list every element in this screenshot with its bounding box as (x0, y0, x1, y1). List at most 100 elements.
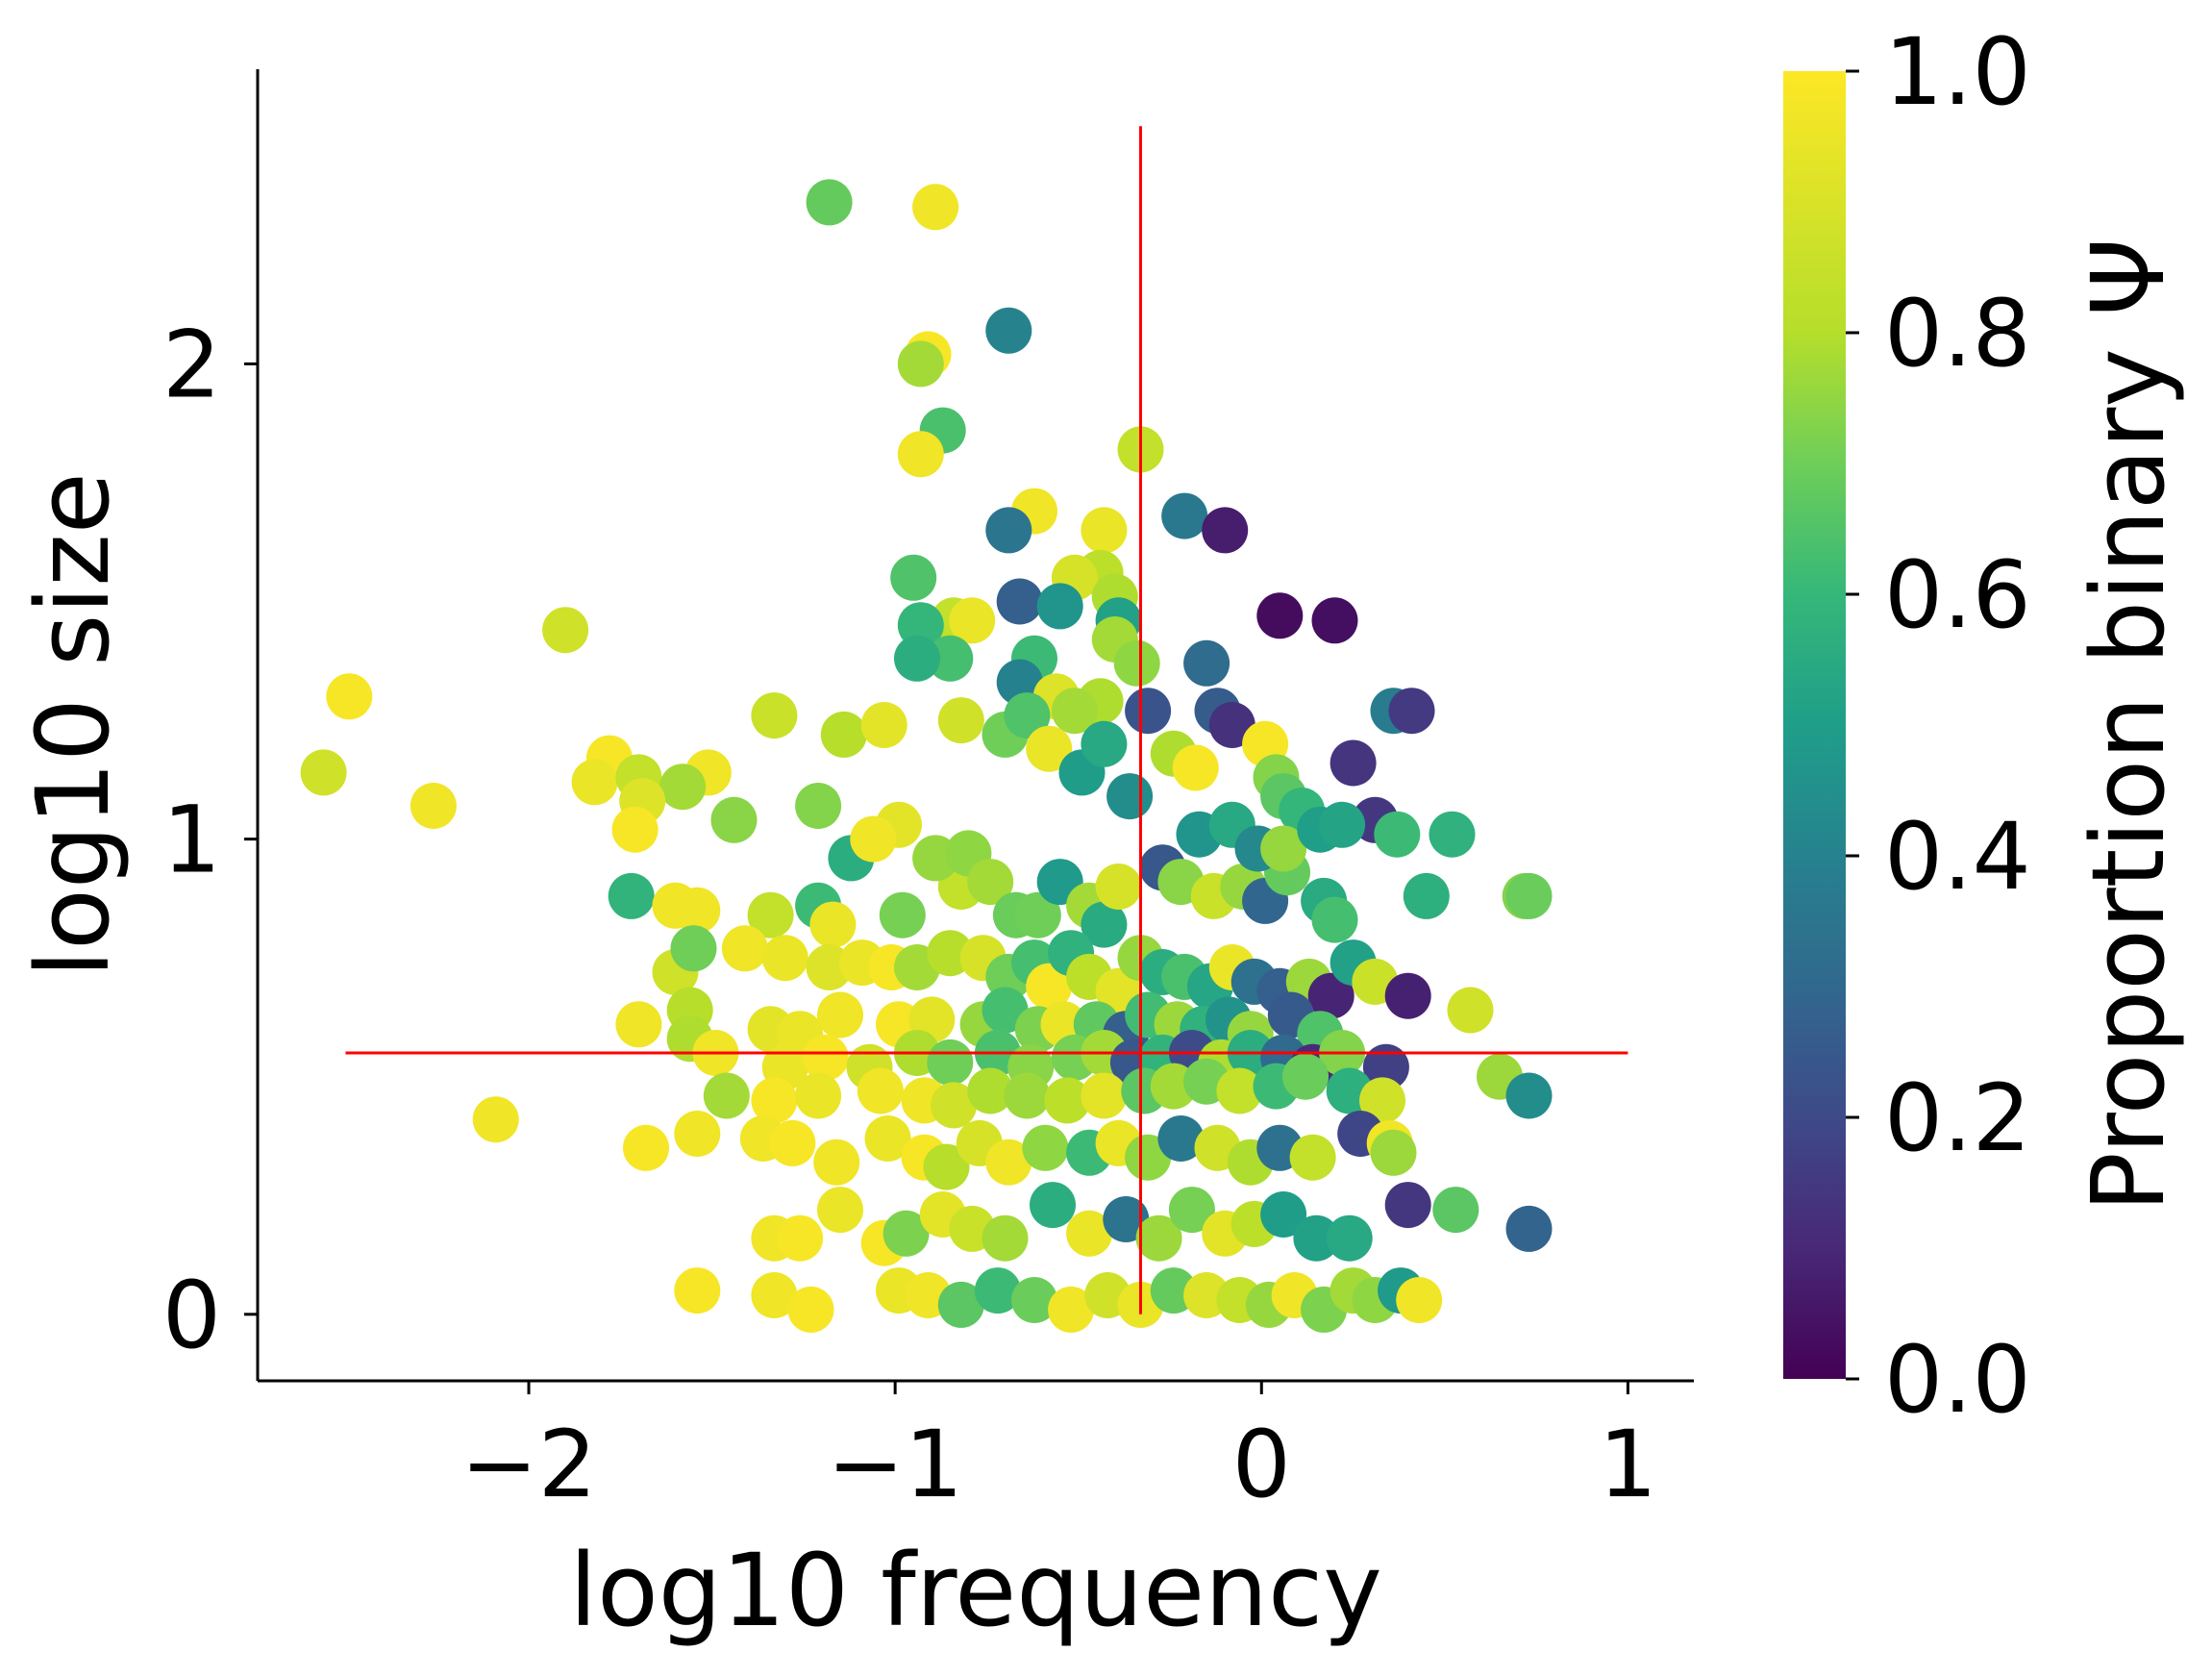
data-point (820, 711, 867, 758)
data-point (879, 891, 926, 939)
data-point (1051, 688, 1098, 735)
data-point (937, 697, 984, 744)
points-layer (300, 179, 1553, 1333)
data-point (857, 1067, 904, 1114)
data-point (949, 597, 996, 644)
data-point (751, 692, 798, 739)
data-point (1359, 1077, 1405, 1124)
data-point (897, 602, 944, 649)
axes: −2 −1 0 1 0 1 2 log10 frequency log10 size (14, 69, 1694, 1649)
data-point (769, 1119, 816, 1166)
data-point (1081, 507, 1128, 554)
data-point (897, 431, 944, 478)
data-point (611, 806, 659, 853)
data-point (1081, 901, 1128, 948)
data-point (1362, 1043, 1409, 1090)
data-point (1403, 872, 1450, 919)
data-point (927, 1039, 974, 1086)
data-point (1311, 896, 1358, 943)
colorbar-label: Proportion binary Ψ (2070, 238, 2187, 1212)
data-point (1260, 825, 1307, 872)
data-point (1183, 639, 1230, 687)
data-point (1319, 801, 1366, 848)
data-point (1202, 507, 1249, 554)
data-point (817, 1187, 863, 1234)
data-point (1125, 688, 1172, 735)
data-point (410, 783, 457, 829)
colorbar-tick-label: 0.8 (1884, 280, 2031, 388)
data-point (882, 1210, 930, 1257)
data-point (1081, 720, 1128, 767)
data-point (1066, 1210, 1113, 1257)
data-point (674, 1267, 721, 1314)
data-point (1048, 1286, 1095, 1333)
data-point (1004, 1072, 1051, 1119)
data-point (996, 578, 1043, 625)
data-point (937, 1281, 984, 1328)
data-point (931, 1082, 978, 1129)
data-point (1432, 1187, 1479, 1234)
data-point (813, 1139, 860, 1186)
data-point (1172, 744, 1219, 791)
data-point (1447, 987, 1494, 1034)
data-point (710, 796, 758, 843)
data-point (1044, 1077, 1091, 1124)
data-point (623, 1124, 669, 1171)
data-point (1011, 1277, 1057, 1323)
data-point (1370, 1129, 1417, 1176)
y-tick-label: 2 (162, 311, 221, 418)
data-point (1106, 773, 1154, 820)
data-point (751, 1272, 798, 1318)
data-point (1081, 1072, 1128, 1119)
data-point (674, 1111, 721, 1157)
data-point (1135, 1214, 1182, 1262)
data-point (1022, 1124, 1069, 1171)
data-point (608, 872, 655, 919)
data-point (1282, 1053, 1329, 1100)
data-point (1026, 725, 1073, 772)
data-point (1293, 1214, 1340, 1262)
data-point (1260, 1191, 1307, 1238)
data-point (659, 763, 707, 811)
y-tick-label: 0 (162, 1262, 221, 1369)
x-tick-label: 0 (1232, 1411, 1291, 1518)
data-point (982, 1214, 1029, 1262)
data-point (1216, 1067, 1263, 1114)
data-point (806, 179, 853, 226)
data-point (1004, 692, 1051, 739)
data-point (670, 925, 717, 972)
data-point (1113, 639, 1160, 687)
y-axis-title: log10 size (14, 472, 132, 978)
data-point (615, 1001, 662, 1048)
data-point (809, 901, 857, 948)
data-point (850, 815, 897, 863)
x-tick-label: −1 (827, 1411, 963, 1518)
data-point (974, 1267, 1021, 1314)
data-point (1374, 811, 1421, 858)
data-point (787, 1286, 834, 1333)
data-point (326, 673, 373, 720)
data-point (1157, 1115, 1205, 1162)
colorbar: 0.0 0.2 0.4 0.6 0.8 1.0 Proportion binary Ψ (1783, 18, 2187, 1434)
data-point (747, 891, 794, 939)
data-point (897, 340, 944, 388)
data-point (817, 991, 863, 1039)
data-point (1030, 1182, 1076, 1229)
data-point (985, 307, 1032, 354)
colorbar-tick-label: 0.6 (1884, 541, 2031, 649)
data-point (894, 635, 940, 682)
data-point (1388, 688, 1435, 735)
data-point (571, 759, 618, 806)
data-point (1014, 891, 1061, 939)
data-point (761, 935, 808, 982)
data-point (1384, 972, 1431, 1019)
colorbar-tick-label: 1.0 (1884, 18, 2031, 126)
data-point (674, 887, 721, 934)
data-point (795, 1072, 842, 1119)
data-point (923, 1143, 970, 1190)
data-point (1384, 1182, 1431, 1229)
data-point (1505, 872, 1553, 919)
data-point (472, 1096, 519, 1143)
